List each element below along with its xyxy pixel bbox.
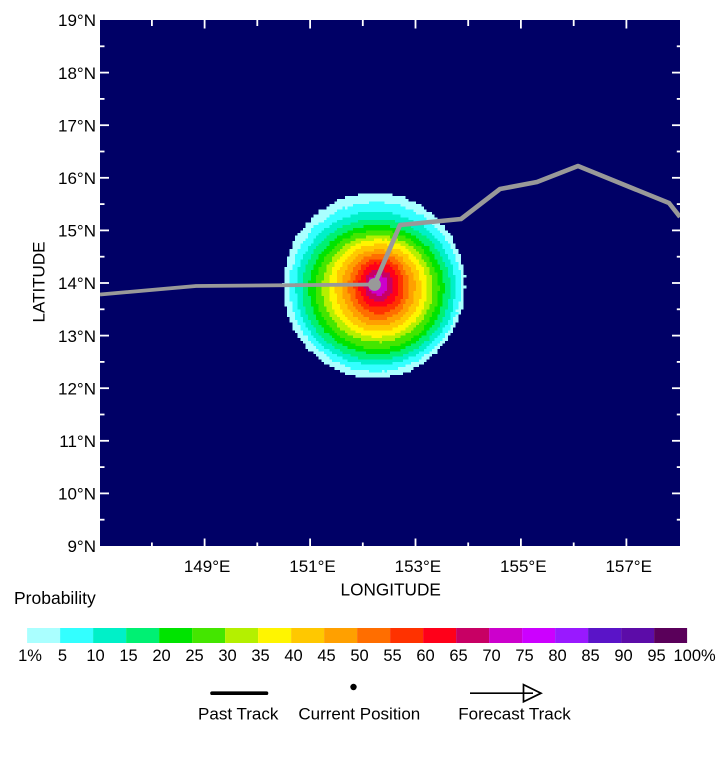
svg-text:25: 25	[185, 647, 203, 665]
svg-text:75: 75	[515, 647, 533, 665]
svg-text:12°N: 12°N	[58, 379, 96, 398]
svg-text:14°N: 14°N	[58, 274, 96, 293]
svg-text:80: 80	[548, 647, 566, 665]
svg-text:50: 50	[350, 647, 368, 665]
svg-text:Past Track: Past Track	[198, 705, 279, 724]
svg-text:65: 65	[449, 647, 467, 665]
svg-text:Current Position: Current Position	[298, 705, 420, 724]
svg-text:9°N: 9°N	[67, 537, 96, 556]
svg-text:20: 20	[152, 647, 170, 665]
svg-text:Probability: Probability	[14, 588, 96, 608]
svg-text:45: 45	[317, 647, 335, 665]
svg-text:19°N: 19°N	[58, 11, 96, 30]
svg-text:1%: 1%	[18, 647, 42, 665]
svg-text:157°E: 157°E	[605, 557, 652, 576]
svg-text:10°N: 10°N	[58, 485, 96, 504]
svg-text:LONGITUDE: LONGITUDE	[341, 580, 441, 600]
svg-text:151°E: 151°E	[289, 557, 336, 576]
svg-text:60: 60	[416, 647, 434, 665]
svg-text:17°N: 17°N	[58, 116, 96, 135]
svg-text:149°E: 149°E	[184, 557, 231, 576]
svg-text:40: 40	[284, 647, 302, 665]
svg-text:10: 10	[86, 647, 104, 665]
svg-text:35: 35	[251, 647, 269, 665]
svg-text:55: 55	[383, 647, 401, 665]
svg-text:11°N: 11°N	[59, 432, 96, 451]
svg-text:153°E: 153°E	[395, 557, 442, 576]
svg-text:70: 70	[482, 647, 500, 665]
svg-text:90: 90	[614, 647, 632, 665]
svg-text:LATITUDE: LATITUDE	[30, 242, 49, 323]
svg-text:18°N: 18°N	[58, 64, 96, 83]
svg-text:95: 95	[647, 647, 665, 665]
svg-text:15°N: 15°N	[58, 222, 96, 241]
svg-text:15: 15	[119, 647, 137, 665]
svg-text:13°N: 13°N	[58, 327, 96, 346]
svg-text:100%: 100%	[673, 647, 716, 665]
svg-text:85: 85	[581, 647, 599, 665]
svg-text:Forecast Track: Forecast Track	[458, 705, 571, 724]
svg-text:16°N: 16°N	[58, 169, 96, 188]
svg-text:30: 30	[218, 647, 236, 665]
svg-text:155°E: 155°E	[500, 557, 547, 576]
svg-text:5: 5	[58, 647, 67, 665]
